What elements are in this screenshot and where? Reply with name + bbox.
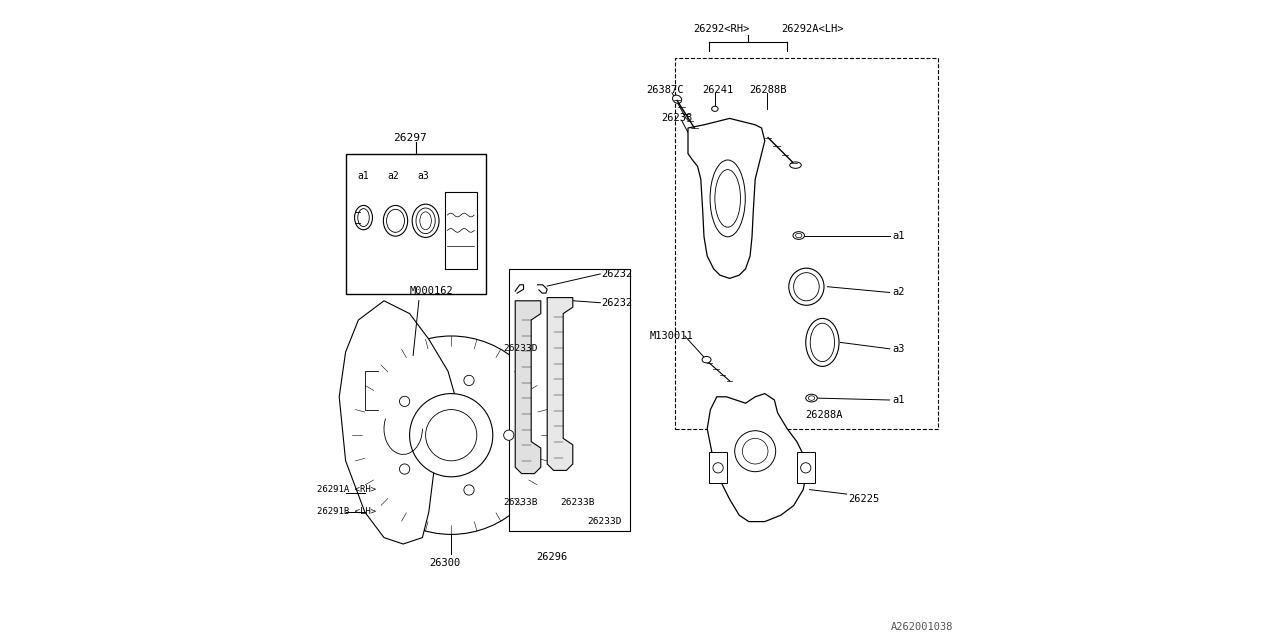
Polygon shape <box>708 394 806 522</box>
Ellipse shape <box>358 209 369 227</box>
Circle shape <box>503 430 513 440</box>
Text: a2: a2 <box>387 171 399 181</box>
Text: a2: a2 <box>893 287 905 298</box>
Polygon shape <box>689 118 765 278</box>
Circle shape <box>463 375 474 385</box>
Ellipse shape <box>794 273 819 301</box>
Ellipse shape <box>412 204 439 237</box>
Text: 26297: 26297 <box>393 132 426 143</box>
Ellipse shape <box>788 268 824 305</box>
Circle shape <box>399 464 410 474</box>
Circle shape <box>399 396 410 406</box>
Text: 26238: 26238 <box>662 113 692 124</box>
Ellipse shape <box>701 356 712 363</box>
Circle shape <box>735 431 776 472</box>
Ellipse shape <box>387 209 404 232</box>
Polygon shape <box>516 301 540 474</box>
Text: 26232: 26232 <box>602 269 632 279</box>
Ellipse shape <box>355 205 372 230</box>
Text: 26291B <LH>: 26291B <LH> <box>317 508 376 516</box>
Circle shape <box>410 394 493 477</box>
Ellipse shape <box>384 205 407 236</box>
Text: M130011: M130011 <box>650 331 694 341</box>
Text: 26225: 26225 <box>849 494 879 504</box>
Polygon shape <box>339 301 461 544</box>
Circle shape <box>463 485 474 495</box>
Ellipse shape <box>796 234 801 238</box>
Circle shape <box>352 336 550 534</box>
Text: 26233B: 26233B <box>503 498 538 507</box>
Text: 26232: 26232 <box>602 298 632 308</box>
Ellipse shape <box>420 212 431 230</box>
Text: 26233D: 26233D <box>588 517 622 526</box>
Circle shape <box>425 410 477 461</box>
Text: a1: a1 <box>893 230 905 241</box>
Bar <box>796 452 815 483</box>
Ellipse shape <box>672 95 682 103</box>
Text: 26233D: 26233D <box>503 344 538 353</box>
Text: a3: a3 <box>417 171 429 181</box>
Text: 26292A<LH>: 26292A<LH> <box>781 24 844 34</box>
Text: M000162: M000162 <box>410 286 453 296</box>
Polygon shape <box>548 298 573 470</box>
Text: a1: a1 <box>357 171 369 181</box>
Circle shape <box>742 438 768 464</box>
Text: a1: a1 <box>893 395 905 405</box>
Text: 26288A: 26288A <box>805 410 842 420</box>
Text: 26300: 26300 <box>429 558 461 568</box>
Text: 26291A <RH>: 26291A <RH> <box>317 485 376 494</box>
Ellipse shape <box>712 106 718 111</box>
Text: 26288B: 26288B <box>749 84 786 95</box>
Text: 26296: 26296 <box>536 552 568 562</box>
Bar <box>445 192 477 269</box>
Text: 26241: 26241 <box>703 84 733 95</box>
Bar <box>346 154 486 294</box>
Ellipse shape <box>806 394 818 402</box>
Text: 26292<RH>: 26292<RH> <box>694 24 749 34</box>
Bar <box>676 58 938 429</box>
Bar <box>709 452 727 483</box>
Ellipse shape <box>810 323 835 362</box>
Ellipse shape <box>790 162 801 168</box>
Ellipse shape <box>806 319 840 367</box>
Text: a3: a3 <box>893 344 905 354</box>
Circle shape <box>713 463 723 473</box>
Text: 26233B: 26233B <box>561 498 595 507</box>
Ellipse shape <box>416 208 435 234</box>
Ellipse shape <box>809 396 815 401</box>
Circle shape <box>801 463 812 473</box>
Text: 26387C: 26387C <box>646 84 684 95</box>
Ellipse shape <box>794 232 805 239</box>
Bar <box>508 269 630 531</box>
Text: A262001038: A262001038 <box>891 622 954 632</box>
